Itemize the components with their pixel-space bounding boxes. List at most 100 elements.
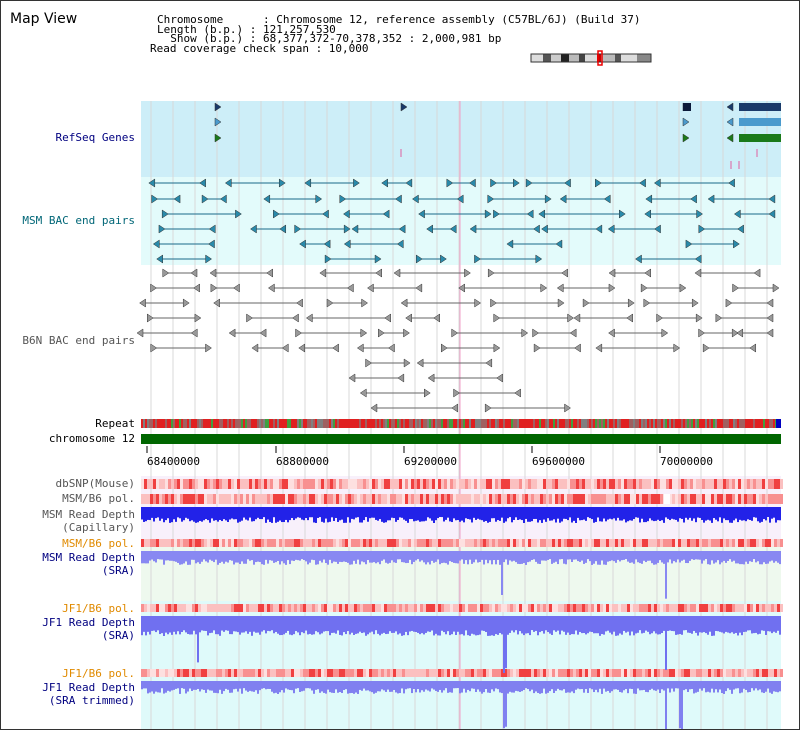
jf1-b6-pol-heat-cell xyxy=(162,604,165,612)
dbsnp-heat-cell xyxy=(729,479,732,489)
dbsnp-heat-cell xyxy=(768,479,771,489)
msm-capillary-depth-bar xyxy=(361,507,363,523)
msm-b6-pol-heat-cell xyxy=(708,539,711,547)
dbsnp-heat-cell xyxy=(672,479,675,489)
repeat-segment xyxy=(157,419,159,428)
jf1-b6-pol-heat-cell xyxy=(192,669,195,677)
msm-capillary-depth-bar xyxy=(303,507,305,521)
track-label-b6n-bac[interactable]: B6N BAC end pairs xyxy=(22,334,135,347)
msm-sra-depth-bar xyxy=(423,551,425,563)
track-label-jf1-b6-pol[interactable]: JF1/B6 pol. xyxy=(62,602,135,615)
msm-sra-depth-bar xyxy=(261,551,263,565)
msm-b6-pol-heat-cell xyxy=(654,539,657,547)
track-label-msm-depth-sra[interactable]: MSM Read Depth xyxy=(42,551,135,564)
msm-bac-end xyxy=(603,194,611,204)
jf1-b6-pol-heat-cell xyxy=(654,604,657,612)
repeat-segment xyxy=(161,419,163,428)
track-label-msm-b6-pol-2[interactable]: MSM/B6 pol. xyxy=(62,537,135,550)
repeat-segment xyxy=(593,419,595,428)
jf1-sra-depth-bar xyxy=(337,616,339,631)
track-label-jf1-depth-sra[interactable]: JF1 Read Depth xyxy=(42,616,135,629)
msm-capillary-depth-bar xyxy=(335,507,337,518)
jf1-b6-pol-heat-cell xyxy=(150,669,153,677)
track-label-msm-bac[interactable]: MSM BAC end pairs xyxy=(22,214,135,227)
repeat-segment xyxy=(297,419,299,428)
jf1-sra-depth-bar xyxy=(151,616,153,631)
jf1-sra-depth-bar xyxy=(415,616,417,633)
repeat-segment xyxy=(149,419,151,428)
jf1-sra-depth-bar xyxy=(245,616,247,632)
msm-b6-pol-heat-cell xyxy=(333,494,336,504)
b6n-bac-end xyxy=(370,403,378,413)
msm-capillary-depth-bar xyxy=(715,507,717,520)
msm-capillary-depth-bar xyxy=(615,507,617,521)
msm-capillary-depth-bar xyxy=(723,507,725,519)
jf1-b6-pol-heat-cell xyxy=(420,669,423,677)
track-label-msm-depth-capillary[interactable]: MSM Read Depth xyxy=(42,508,135,521)
msm-capillary-depth-bar xyxy=(659,507,661,522)
msm-bac-end xyxy=(469,224,477,234)
jf1-sra-depth-bar xyxy=(499,616,501,634)
jf1-trimmed-depth-bar xyxy=(303,681,305,691)
jf1-sra-depth-bar xyxy=(761,616,763,631)
msm-capillary-depth-bar xyxy=(487,507,489,523)
msm-capillary-depth-bar xyxy=(251,507,253,522)
b6n-bac-end xyxy=(736,328,744,338)
dbsnp-heat-cell xyxy=(192,479,195,489)
msm-b6-pol-heat-cell xyxy=(255,539,258,547)
msm-b6-pol-heat-cell xyxy=(639,494,642,504)
jf1-b6-pol-heat-cell xyxy=(768,669,771,677)
jf1-trimmed-depth-bar xyxy=(449,681,451,693)
jf1-b6-pol-heat-cell xyxy=(192,604,195,612)
jf1-sra-depth-bar xyxy=(683,616,685,631)
jf1-b6-pol-heat-cell xyxy=(555,669,558,677)
track-label-jf1-b6-pol-2[interactable]: JF1/B6 pol. xyxy=(62,667,135,680)
repeat-segment xyxy=(239,419,241,428)
b6n-bac-track-bg xyxy=(141,265,781,417)
msm-sra-depth-bar xyxy=(325,551,327,564)
track-label-jf1-depth-trimmed[interactable]: JF1 Read Depth xyxy=(42,681,135,694)
jf1-b6-pol-heat-cell xyxy=(435,669,438,677)
msm-b6-pol-heat-cell xyxy=(312,494,315,504)
msm-sra-depth-bar xyxy=(317,551,319,565)
jf1-trimmed-depth-bar xyxy=(661,681,663,690)
msm-b6-pol-heat-cell xyxy=(621,539,624,547)
track-label-msm-b6-pol[interactable]: MSM/B6 pol. xyxy=(62,492,135,505)
repeat-segment xyxy=(629,419,631,428)
jf1-trimmed-depth-bar xyxy=(779,681,781,692)
track-label-dbsnp[interactable]: dbSNP(Mouse) xyxy=(55,477,135,490)
msm-sra-depth-bar xyxy=(445,551,447,564)
msm-b6-pol-heat-cell xyxy=(402,539,405,547)
msm-b6-pol-heat-cell xyxy=(531,494,534,504)
jf1-sra-depth-bar xyxy=(429,616,431,632)
track-label-repeat[interactable]: Repeat xyxy=(95,417,135,430)
jf1-trimmed-depth-bar xyxy=(153,681,155,694)
repeat-segment xyxy=(693,419,695,428)
jf1-trimmed-depth-bar xyxy=(493,681,495,692)
msm-capillary-depth-bar xyxy=(515,507,517,518)
msm-b6-pol-heat-cell xyxy=(165,539,168,547)
repeat-segment xyxy=(579,419,581,428)
jf1-sra-depth-bar xyxy=(715,616,717,631)
jf1-trimmed-depth-bar xyxy=(245,681,247,691)
msm-capillary-depth-bar xyxy=(165,507,167,521)
jf1-sra-depth-bar xyxy=(183,616,185,631)
jf1-sra-depth-bar xyxy=(677,616,679,635)
jf1-trimmed-depth-bar xyxy=(255,681,257,691)
jf1-b6-pol-heat-cell xyxy=(285,604,288,612)
repeat-segment xyxy=(537,419,539,428)
b6n-bac-end xyxy=(485,358,493,368)
chromosome-ideogram-band xyxy=(597,54,601,62)
msm-sra-depth-bar xyxy=(743,551,745,565)
repeat-segment xyxy=(727,419,729,428)
track-label-refseq[interactable]: RefSeq Genes xyxy=(55,131,135,144)
jf1-b6-pol-heat-cell xyxy=(468,604,471,612)
jf1-b6-pol-heat-cell xyxy=(591,604,594,612)
msm-b6-pol-heat-cell xyxy=(318,494,321,504)
msm-sra-depth-bar xyxy=(577,551,579,562)
repeat-segment xyxy=(619,419,621,428)
jf1-trimmed-depth-bar xyxy=(159,681,161,693)
jf1-b6-pol-heat-cell xyxy=(729,669,732,677)
msm-capillary-depth-bar xyxy=(421,507,423,522)
